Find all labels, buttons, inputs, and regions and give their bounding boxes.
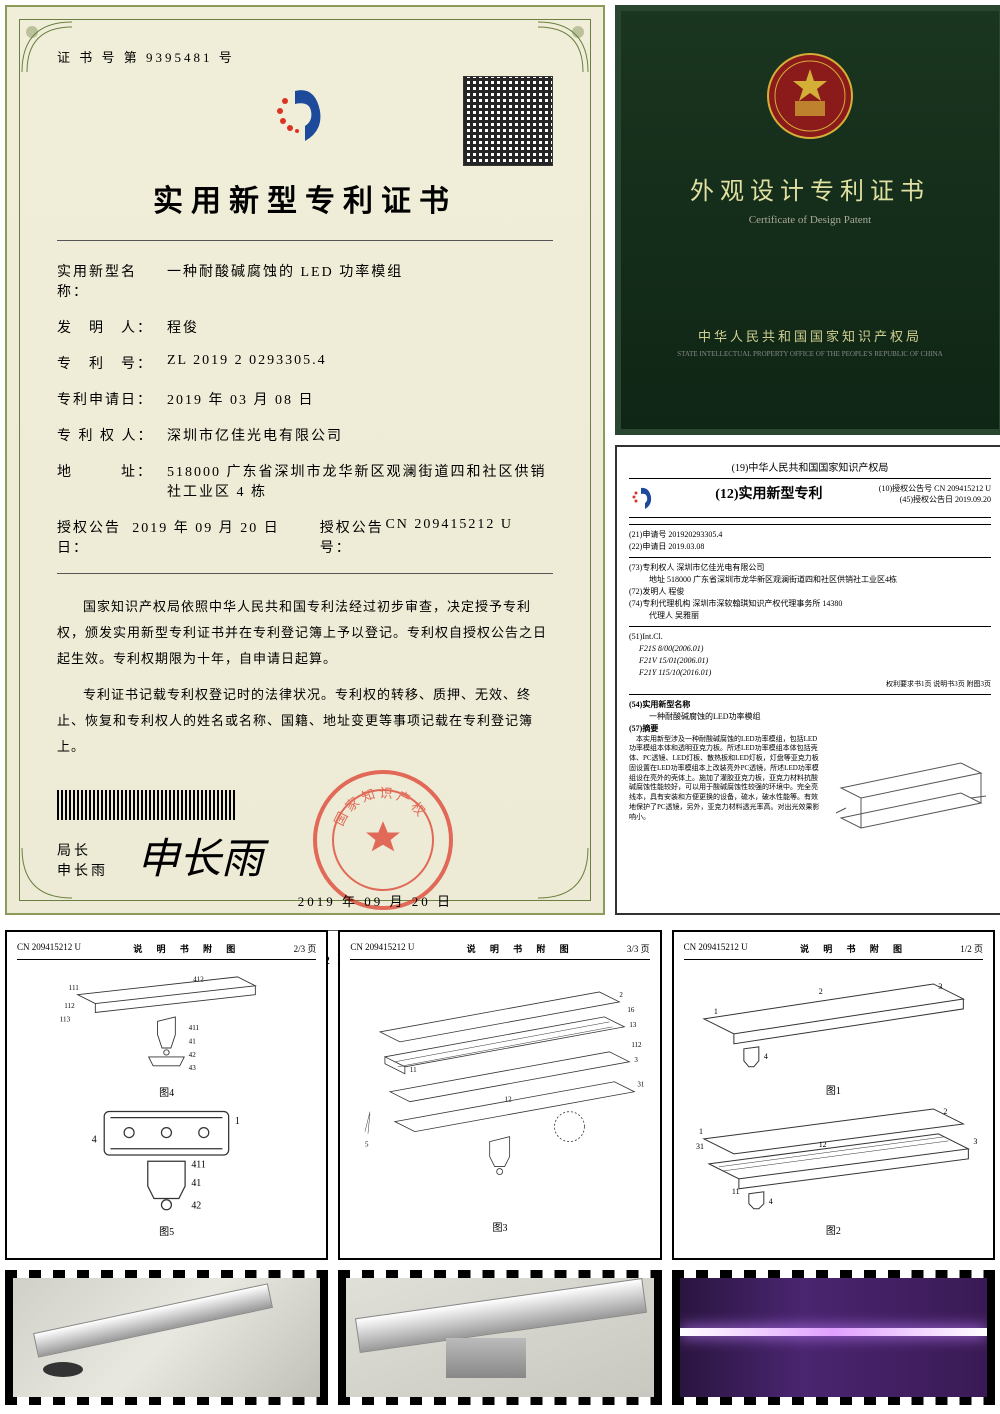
cnipa-logo-small — [629, 483, 659, 513]
ipc-label: (51)Int.Cl. — [629, 631, 991, 643]
svg-text:5: 5 — [365, 1140, 369, 1148]
svg-text:42: 42 — [192, 1200, 202, 1211]
svg-text:国 家 知 识 产 权: 国 家 知 识 产 权 — [331, 785, 428, 828]
barcode — [57, 790, 237, 820]
svg-text:11: 11 — [732, 1187, 740, 1196]
grant-date: 2019 年 09 月 20 日 — [132, 517, 280, 557]
field-label: 地 址： — [57, 461, 167, 501]
svg-text:4: 4 — [768, 1197, 772, 1206]
patent-name: 一种耐酸碱腐蚀的 LED 功率模组 — [167, 261, 553, 301]
spec-header: (19)中华人民共和国国家知识产权局 — [629, 459, 991, 474]
svg-text:3: 3 — [635, 1056, 639, 1064]
svg-text:42: 42 — [189, 1051, 197, 1059]
issuing-org: 中华人民共和国国家知识产权局 — [641, 326, 979, 345]
field-label: 专 利 号： — [57, 353, 167, 373]
abstract: 本实用新型涉及一种耐酸碱腐蚀的LED功率模组，包括LED功率模组本体和透明亚克力… — [629, 735, 823, 863]
svg-text:1: 1 — [699, 1127, 703, 1136]
drawing-page-1: CN 209415212 U 说 明 书 附 图 1/2 页 23 14 图1 — [672, 930, 995, 1260]
design-patent-certificate: 外观设计专利证书 Certificate of Design Patent 中华… — [615, 5, 1000, 435]
svg-text:41: 41 — [192, 1178, 202, 1189]
issuing-org-en: STATE INTELLECTUAL PROPERTY OFFICE OF TH… — [641, 350, 979, 358]
product-photo-1 — [5, 1270, 328, 1405]
svg-text:1: 1 — [714, 1007, 718, 1016]
svg-text:11: 11 — [410, 1066, 417, 1074]
field-label: 实用新型名称： — [57, 261, 167, 301]
svg-text:13: 13 — [630, 1021, 637, 1029]
figure-1: 2 3 1 4 — [684, 969, 983, 1079]
certificate-title: 实用新型专利证书 — [57, 176, 553, 220]
corner-ornament — [533, 17, 593, 77]
svg-text:4: 4 — [92, 1134, 97, 1145]
svg-text:112: 112 — [632, 1041, 643, 1049]
spec-agent-name: 代理人 吴雅丽 — [629, 610, 991, 622]
spec-app-no: (21)申请号 201920293305.4 — [629, 529, 991, 541]
product-photo-3 — [672, 1270, 995, 1405]
drawing-page-2: CN 209415212 U 说 明 书 附 图 2/3 页 111412 11… — [5, 930, 328, 1260]
certificate-number: 证 书 号 第 9395481 号 — [57, 47, 553, 66]
spec-agent: (74)专利代理机构 深圳市深软翰琪知识产权代理事务所 14380 — [629, 598, 991, 610]
svg-text:111: 111 — [69, 984, 80, 992]
svg-text:113: 113 — [60, 1015, 71, 1023]
svg-text:31: 31 — [638, 1081, 645, 1089]
director-label: 局长 — [57, 840, 553, 860]
address: 518000 广东省深圳市龙华新区观澜街道四和社区供销社工业区 4 栋 — [167, 461, 553, 501]
corner-ornament — [17, 17, 77, 77]
spec-inventor: (72)发明人 程俊 — [629, 586, 991, 598]
svg-text:16: 16 — [628, 1006, 635, 1014]
cnipa-logo — [265, 76, 345, 156]
certificate-body: 国家知识产权局依照中华人民共和国专利法经过初步审查，决定授予专利权，颁发实用新型… — [57, 594, 553, 672]
svg-text:41: 41 — [189, 1038, 197, 1046]
svg-text:112: 112 — [64, 1002, 75, 1010]
svg-text:2: 2 — [818, 987, 822, 996]
grant-number: CN 209415212 U — [385, 517, 513, 557]
svg-text:1: 1 — [235, 1115, 240, 1126]
svg-text:31: 31 — [696, 1142, 704, 1151]
svg-text:3: 3 — [973, 1137, 977, 1146]
figure-2: 12 2 31 3 11 4 1 — [684, 1099, 983, 1219]
svg-text:3: 3 — [938, 982, 942, 991]
certificate-body: 专利证书记载专利权登记时的法律状况。专利权的转移、质押、无效、终止、恢复和专利权… — [57, 682, 553, 760]
field-label: 授权公告日： — [57, 517, 132, 557]
drawing-page-3: CN 209415212 U 说 明 书 附 图 3/3 页 — [338, 930, 661, 1260]
svg-text:411: 411 — [192, 1159, 207, 1170]
patent-holder: 深圳市亿佳光电有限公司 — [167, 425, 553, 445]
design-cert-title: 外观设计专利证书 — [641, 171, 979, 206]
field-label: 发 明 人： — [57, 317, 167, 337]
utility-patent-certificate: 证 书 号 第 9395481 号 实用新型专利证书 实用新型名称：一种耐 — [5, 5, 605, 915]
figure-4: 111 412 112 113 411 41 42 43 — [42, 968, 291, 1084]
spec-doc-type: (12)实用新型专利 — [659, 483, 879, 513]
svg-text:4: 4 — [763, 1052, 767, 1061]
figure-3-exploded: 2 16 13 112 3 31 5 12 11 — [350, 972, 649, 1211]
signature: 申长雨 — [137, 825, 263, 886]
patent-number: ZL 2019 2 0293305.4 — [167, 353, 553, 373]
pub-date: 2019.09.20 — [955, 495, 991, 504]
official-seal: 国 家 知 识 产 权 — [313, 770, 453, 910]
inventor: 程俊 — [167, 317, 553, 337]
patent-specification: (19)中华人民共和国国家知识产权局 (12)实用新型专利 (10)授权公告号 … — [615, 445, 1000, 915]
svg-text:12: 12 — [505, 1096, 512, 1104]
director-name: 申长雨 — [57, 860, 553, 880]
svg-text:12: 12 — [818, 1140, 826, 1149]
svg-text:43: 43 — [189, 1064, 197, 1072]
abstract-figure — [831, 743, 991, 863]
design-cert-subtitle: Certificate of Design Patent — [641, 214, 979, 226]
spec-addr: 地址 518000 广东省深圳市龙华新区观澜街道四和社区供销社工业区4栋 — [629, 574, 991, 586]
field-label: 授权公告号： — [320, 517, 386, 557]
field-label: 专利申请日： — [57, 389, 167, 409]
national-emblem — [765, 51, 855, 141]
spec-title: 一种耐酸碱腐蚀的LED功率模组 — [629, 711, 991, 723]
product-photo-2 — [338, 1270, 661, 1405]
svg-text:411: 411 — [189, 1024, 200, 1032]
field-label: 专 利 权 人： — [57, 425, 167, 445]
spec-holder: (73)专利权人 深圳市亿佳光电有限公司 — [629, 562, 991, 574]
qr-code — [463, 76, 553, 166]
application-date: 2019 年 03 月 08 日 — [167, 389, 553, 409]
seal-date: 2019 年 09 月 20 日 — [298, 891, 453, 910]
pub-no: CN 209415212 U — [934, 484, 991, 493]
svg-text:2: 2 — [620, 991, 624, 999]
svg-text:412: 412 — [193, 975, 204, 983]
spec-app-date: (22)申请日 2019.03.08 — [629, 541, 991, 553]
svg-text:2: 2 — [943, 1107, 947, 1116]
figure-5: 1 4 411 41 42 — [42, 1099, 291, 1223]
